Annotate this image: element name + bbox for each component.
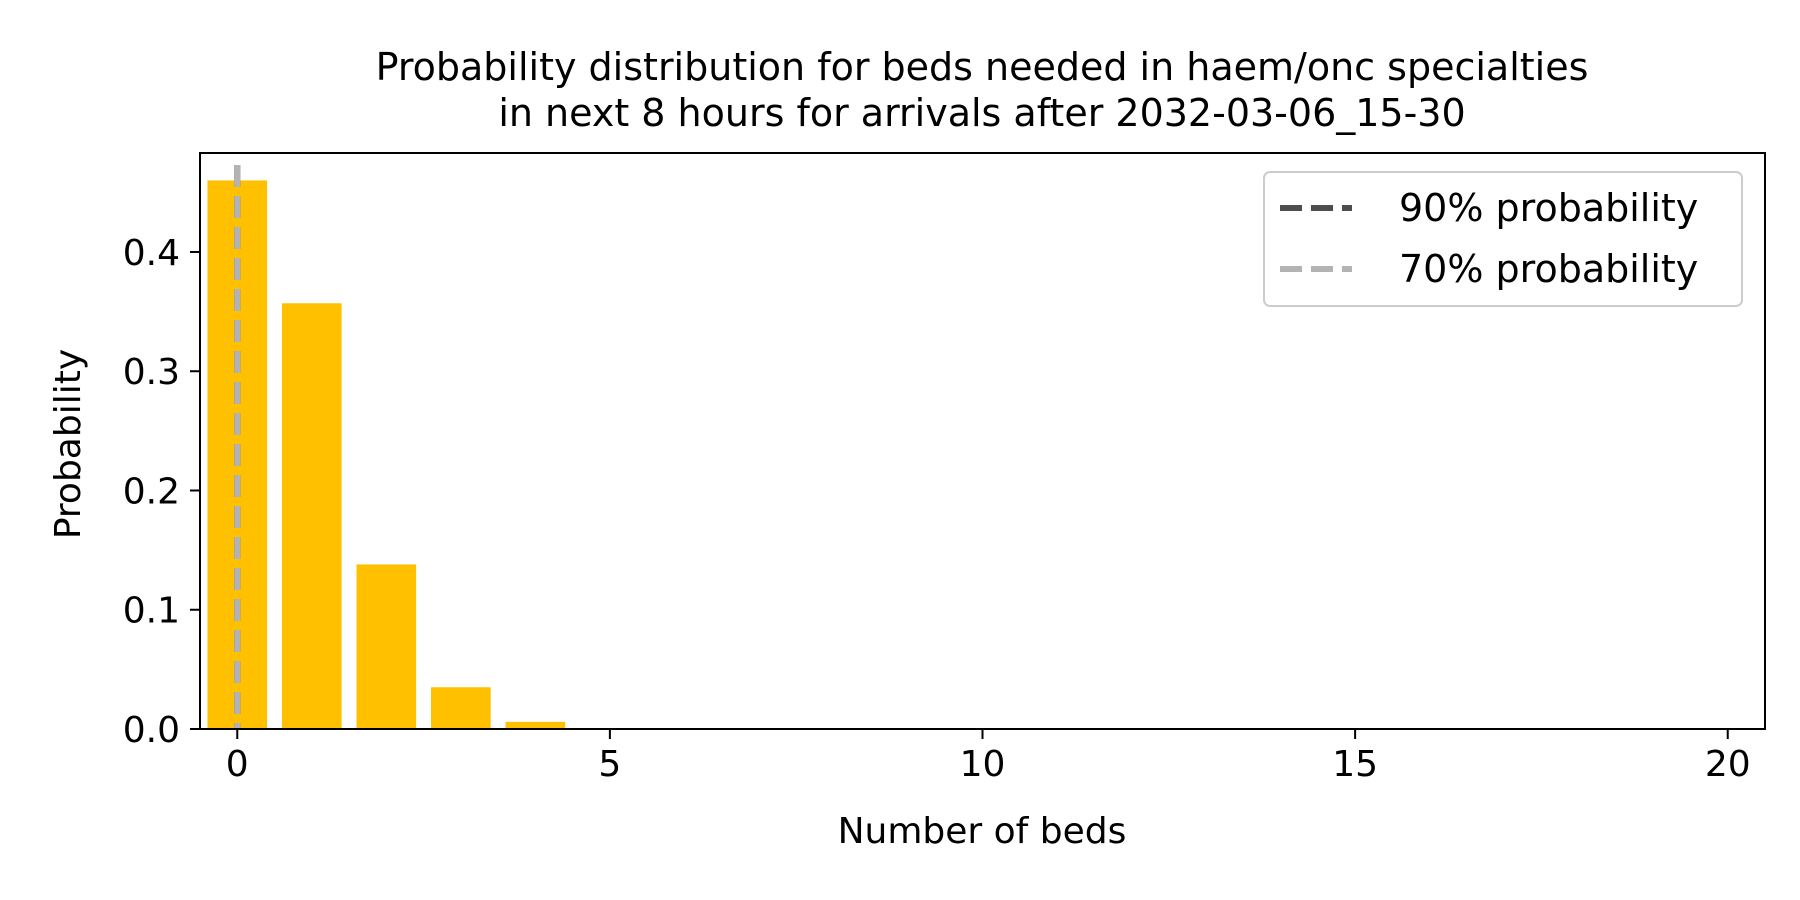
x-tick-label-0: 0 (226, 744, 249, 785)
x-tick-label-15: 15 (1332, 744, 1378, 785)
y-tick-label-2: 0.2 (123, 471, 180, 512)
x-tick-label-20: 20 (1705, 744, 1751, 785)
y-axis-label: Probability (48, 349, 89, 539)
chart-title-line-1: Probability distribution for beds needed… (376, 45, 1589, 89)
x-tick-label-5: 5 (598, 744, 621, 785)
y-tick-label-1: 0.1 (123, 591, 180, 632)
x-axis-label: Number of beds (838, 811, 1127, 852)
y-tick-label-4: 0.4 (123, 233, 180, 274)
bar-4 (505, 721, 566, 729)
y-tick-label-0: 0.0 (123, 710, 180, 751)
legend-label-70: 70% probability (1399, 247, 1698, 291)
chart-title-line-2: in next 8 hours for arrivals after 2032-… (498, 91, 1465, 135)
x-tick-label-10: 10 (960, 744, 1006, 785)
bar-3 (431, 687, 491, 729)
bar-2 (356, 564, 417, 729)
y-tick-label-3: 0.3 (123, 352, 180, 393)
axes-layer: 0 5 10 15 20 0.0 0.1 0.2 0.3 0.4 (123, 152, 1766, 785)
legend-label-90: 90% probability (1399, 186, 1698, 230)
legend-frame (1263, 171, 1743, 307)
bars-layer (207, 180, 715, 729)
bar-1 (281, 303, 342, 729)
legend: 90% probability 70% probability (1263, 171, 1743, 307)
